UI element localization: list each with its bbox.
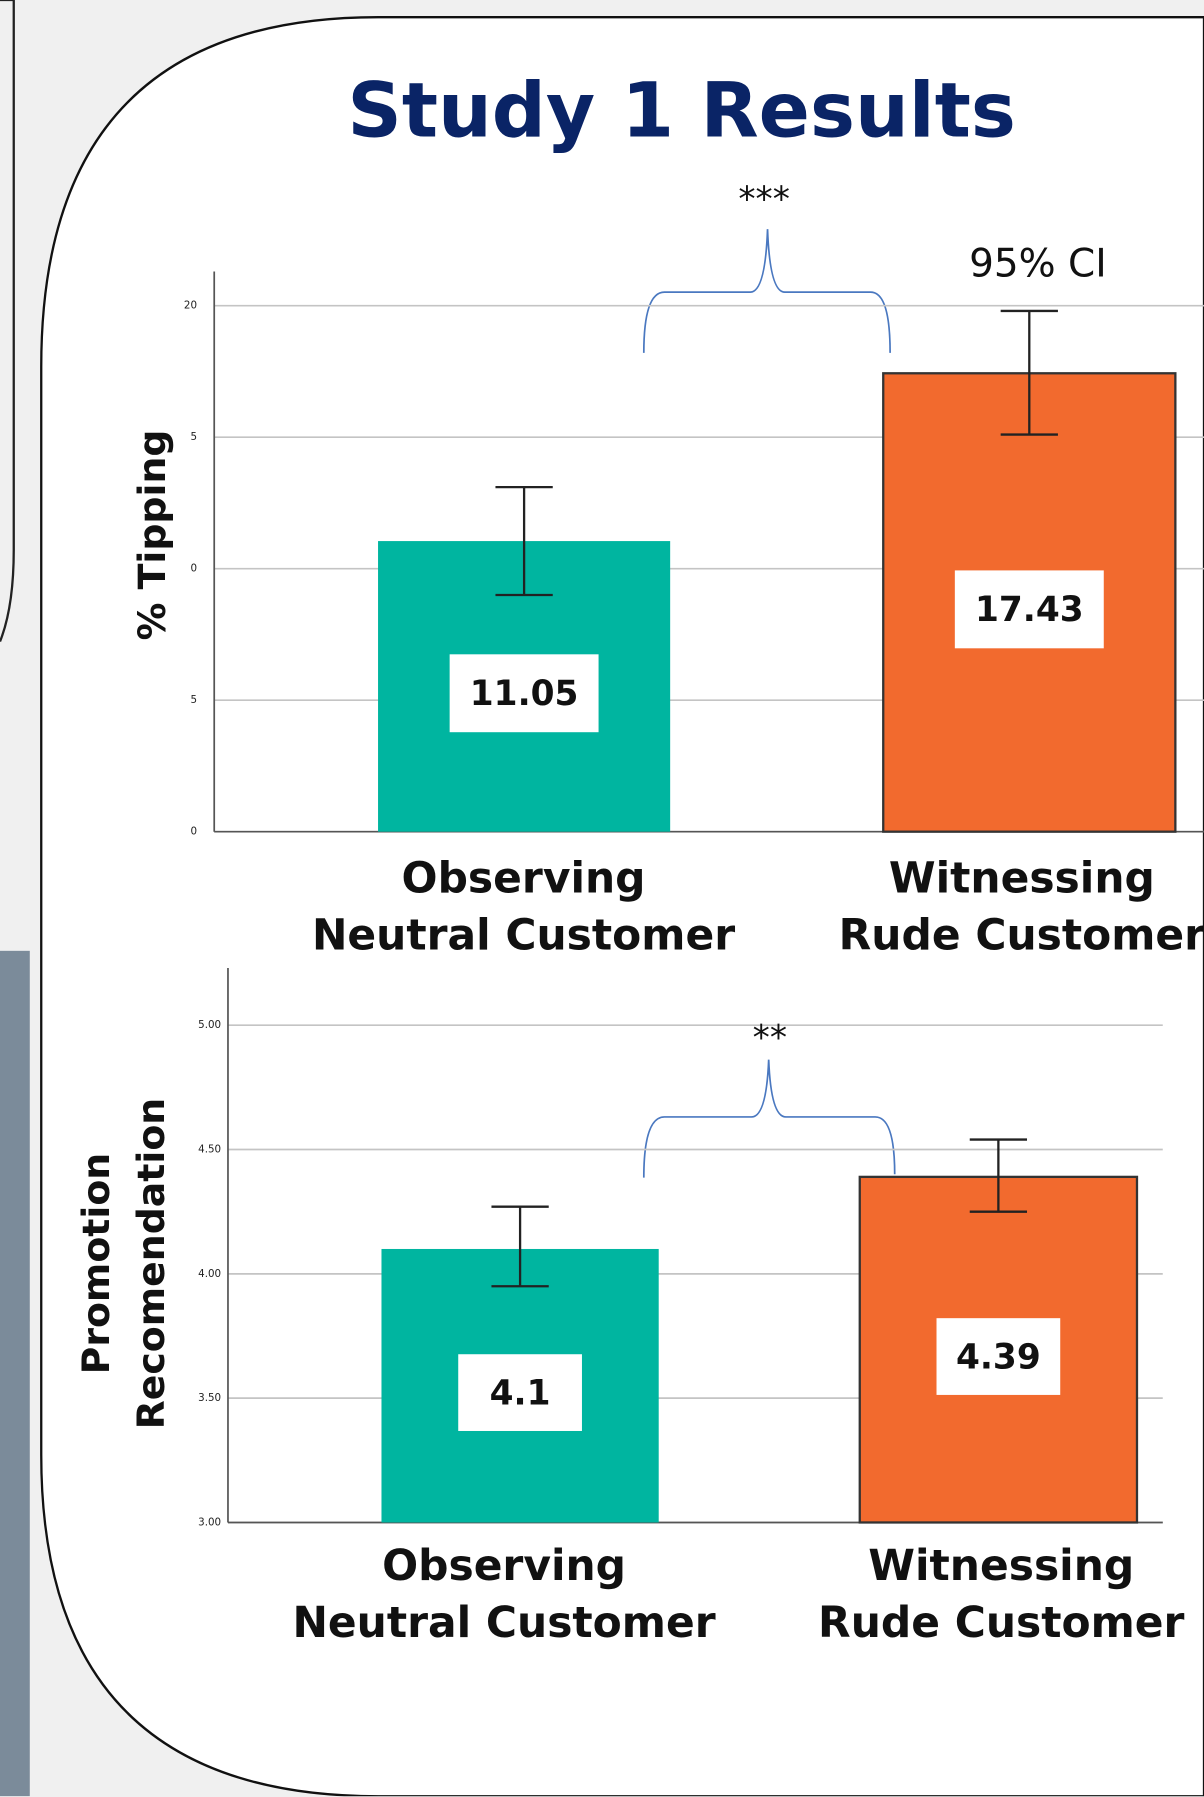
annotation: ** [753, 1019, 787, 1059]
page-title: Study 1 Results [347, 66, 1016, 155]
value-label: 17.43 [975, 590, 1084, 630]
value-label: 4.39 [956, 1337, 1041, 1377]
x-tick-label: Observing Neutral Customer [311, 853, 736, 960]
significance-brace [642, 229, 891, 353]
y-tick-label: 0 [190, 826, 197, 838]
y-tick-label: 0 [190, 563, 197, 575]
value-label-box [954, 570, 1104, 649]
y-tick-label: 5 [190, 694, 197, 706]
value-label: 4.1 [490, 1373, 551, 1413]
value-label-box [936, 1318, 1061, 1395]
side-panel-border [0, 0, 15, 642]
significance-brace [642, 1059, 896, 1178]
y-axis-title: Promotion Recomendation [73, 1097, 173, 1430]
side-bar [0, 950, 30, 1797]
y-tick-label: 20 [184, 300, 197, 312]
annotation: *** [738, 180, 790, 220]
annotation: 95% CI [969, 241, 1107, 286]
x-tick-label: Witnessing Rude Customer [818, 1540, 1185, 1648]
y-tick-label: 4.50 [198, 1144, 221, 1156]
y-tick-label: 3.50 [198, 1392, 221, 1404]
y-tick-label: 3.00 [198, 1516, 221, 1528]
x-tick-label: Observing Neutral Customer [292, 1540, 716, 1648]
y-tick-label: 5 [190, 431, 197, 443]
value-label-box [458, 1354, 582, 1431]
value-label: 11.05 [470, 674, 579, 714]
y-tick-label: 5.00 [198, 1019, 221, 1031]
value-label-box [449, 654, 599, 733]
x-tick-label: Witnessing Rude Customer [838, 853, 1204, 960]
y-tick-label: 4.00 [198, 1268, 221, 1280]
y-axis-title: % Tipping [129, 429, 175, 641]
